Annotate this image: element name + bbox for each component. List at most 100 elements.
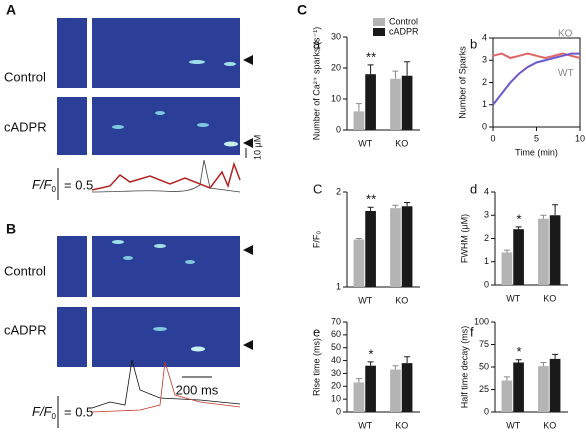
y-tick-label: 2 (336, 186, 341, 196)
y-axis-label: Number of Sparks (457, 46, 467, 119)
y-tick-label: 20 (331, 62, 341, 72)
line (492, 52, 580, 106)
panel-label: b (470, 36, 477, 51)
y-axis-label: FWHM (μM) (459, 214, 469, 263)
error-bar (515, 359, 522, 363)
scale-label: 10 μM (252, 135, 262, 160)
legend-swatch (373, 28, 385, 36)
linescan-b (57, 236, 253, 428)
row-label: cADPR (4, 119, 47, 134)
y-tick-label: 30 (331, 31, 341, 41)
x-tick-label: WT (358, 138, 372, 148)
error-bar (404, 356, 411, 364)
bar (365, 74, 376, 130)
y-tick-label: 0 (482, 121, 487, 131)
error-bar (355, 238, 362, 240)
y-tick-label: 60 (331, 329, 341, 339)
bar (353, 111, 365, 130)
bar (390, 78, 401, 130)
y-tick-label: 40 (331, 355, 341, 365)
bar (549, 358, 561, 412)
error-bar (503, 376, 510, 381)
y-axis-label: Half time decay (ms) (459, 326, 469, 409)
bar (513, 229, 524, 285)
x-axis-label: Time (min) (515, 147, 558, 157)
y-tick-label: 4 (482, 32, 487, 42)
y-axis-label: Rise time (ms) (311, 338, 321, 396)
y-tick-label: 4 (484, 186, 489, 196)
error-bar (367, 206, 374, 211)
error-bar (392, 70, 399, 79)
y-tick-label: 0 (336, 124, 341, 134)
bar (549, 215, 561, 285)
y-tick-label: 0 (484, 406, 489, 416)
bar (538, 366, 549, 412)
error-bar (552, 204, 559, 216)
y-tick-label: 3 (482, 55, 487, 65)
significance: * (369, 346, 374, 361)
scale-label: 200 ms (176, 382, 219, 397)
y-tick-label: 1 (482, 99, 487, 109)
x-tick-label: WT (506, 293, 520, 303)
error-bar (552, 353, 559, 359)
bar (401, 363, 413, 412)
y-tick-label: 1 (336, 281, 341, 291)
significance: * (517, 211, 522, 226)
bar (501, 252, 513, 285)
y-tick-label: 50 (331, 342, 341, 352)
row-label: cADPR (4, 322, 47, 337)
linescan-a (57, 18, 253, 200)
ratio-label: F/F0 (32, 177, 57, 194)
error-bar (503, 249, 510, 253)
y-tick-label: 30 (331, 368, 341, 378)
y-tick-label: 50 (479, 361, 489, 371)
panel-label: A (6, 2, 16, 18)
x-tick-label: 0 (490, 133, 495, 143)
row-label: Control (4, 263, 46, 278)
bar (401, 75, 413, 130)
y-tick-label: 20 (331, 381, 341, 391)
panel-label: B (6, 221, 16, 237)
y-tick-label: 75 (479, 339, 489, 349)
y-tick-label: 3 (484, 210, 489, 220)
series-label: KO (558, 29, 573, 40)
y-axis-label: Number of Ca²⁺ sparks (s⁻¹) (311, 27, 321, 141)
error-bar (540, 362, 547, 367)
y-tick-label: 70 (331, 316, 341, 326)
ratio-label: F/F0 (32, 404, 57, 421)
row-label: Control (4, 69, 46, 84)
legend-label: Control (389, 16, 418, 26)
y-tick-label: 2 (484, 233, 489, 243)
significance: * (517, 344, 522, 359)
error-bar (355, 378, 362, 383)
bar (365, 211, 376, 287)
x-tick-label: WT (358, 420, 372, 430)
error-bar (392, 365, 399, 370)
bar (401, 206, 413, 287)
y-tick-label: 10 (331, 394, 341, 404)
x-tick-label: KO (543, 420, 556, 430)
error-bar (515, 226, 522, 230)
panel-label: a (313, 36, 321, 51)
ratio-value: = 0.5 (64, 177, 93, 192)
y-tick-label: 0 (336, 406, 341, 416)
bar (390, 208, 401, 287)
y-tick-label: 0 (484, 279, 489, 289)
x-tick-label: 5 (534, 133, 539, 143)
significance: ** (366, 49, 376, 64)
y-tick-label: 1 (484, 256, 489, 266)
bar (513, 362, 524, 412)
ratio-value: = 0.5 (64, 404, 93, 419)
y-tick-label: 2 (482, 77, 487, 87)
error-bar (404, 201, 411, 207)
x-tick-label: 10 (575, 133, 585, 143)
y-tick-label: 10 (331, 93, 341, 103)
x-tick-label: WT (358, 295, 372, 305)
bar (365, 365, 376, 412)
panel-label: C (297, 2, 307, 18)
x-tick-label: WT (506, 420, 520, 430)
bar (353, 239, 365, 287)
x-tick-label: KO (395, 138, 408, 148)
bar (538, 218, 549, 285)
